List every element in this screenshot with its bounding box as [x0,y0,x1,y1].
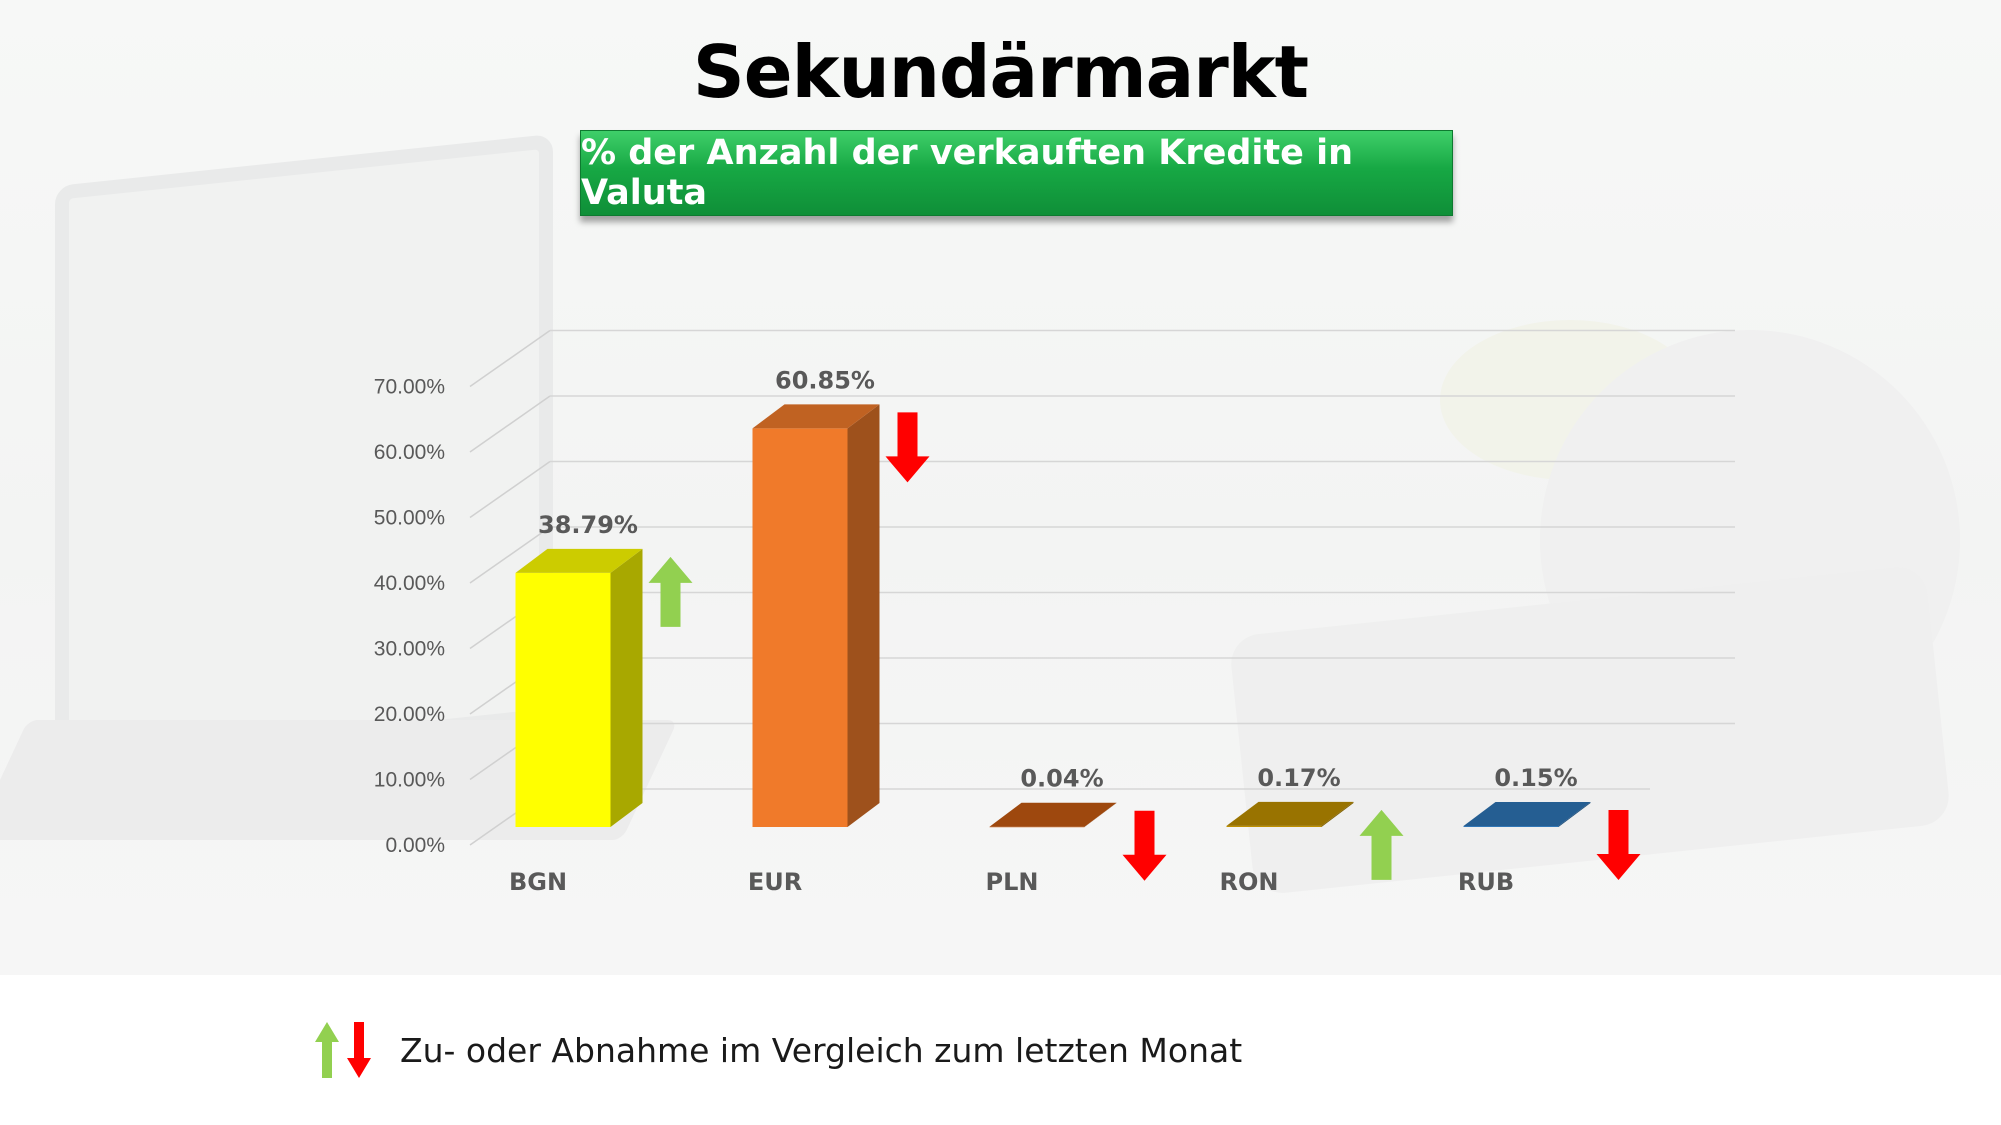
x-tick-label: PLN [986,868,1039,896]
y-tick-label: 20.00% [374,703,445,726]
bar-side [610,548,643,827]
data-label: 0.04% [1020,765,1103,793]
x-tick-label: EUR [748,868,802,896]
bar-side [1321,801,1354,827]
subtitle-banner: % der Anzahl der verkauften Kredite in V… [580,130,1453,216]
down-arrow-icon [885,412,930,483]
bar-top [752,404,880,429]
chart-bars: 38.79% 60.85% 0.04% 0.17% 0.15% [515,366,1641,881]
bar-chart: 0.00% 10.00% 20.00% 30.00% 40.00% 50.00% 60.00… [374,329,1735,896]
legend-text: Zu- oder Abnahme im Vergleich zum letzte… [400,1030,1243,1070]
y-tick-label: 40.00% [374,572,445,595]
bar-top [1463,802,1591,827]
x-axis-categories: BGN EUR PLN RON RUB [509,868,1514,896]
bar [989,826,1085,828]
data-label: 60.85% [775,366,875,394]
data-label: 0.17% [1257,764,1340,792]
y-tick-label: 0.00% [385,834,445,857]
bar [1226,825,1322,827]
bar [752,428,848,827]
y-axis-ticks: 0.00% 10.00% 20.00% 30.00% 40.00% 50.00% 60.00… [374,376,445,858]
y-tick-label: 10.00% [374,769,445,792]
grid-diagonal [469,329,551,388]
down-arrow-icon [347,1022,371,1078]
y-tick-label: 30.00% [374,638,445,661]
data-label: 38.79% [538,511,638,539]
page-title: Sekundärmarkt [692,30,1309,114]
down-arrow-icon [1122,810,1167,881]
bar [515,572,611,827]
subtitle-text: % der Anzahl der verkauften Kredite in V… [581,133,1353,213]
bar-side [1084,802,1117,827]
legend: Zu- oder Abnahme im Vergleich zum letzte… [310,1020,1242,1080]
bar-side [1558,802,1591,827]
x-tick-label: BGN [509,868,567,896]
grid-diagonal [469,395,551,453]
bar-top [515,548,643,573]
grid-diagonal [469,526,551,584]
trend-arrows-icon [315,1022,371,1078]
bar-top [1226,801,1354,826]
data-label: 0.15% [1494,764,1577,792]
up-arrow-icon [648,556,693,627]
chart-grid [469,329,1735,846]
down-arrow-icon [1596,810,1641,881]
bar [1463,826,1559,827]
x-tick-label: RON [1220,868,1279,896]
up-arrow-icon [315,1022,339,1078]
x-tick-label: RUB [1458,868,1514,896]
bar-side [847,404,880,827]
y-tick-label: 60.00% [374,441,445,464]
y-tick-label: 70.00% [374,376,445,399]
up-arrow-icon [1359,809,1404,880]
y-tick-label: 50.00% [374,507,445,530]
bar-top [989,802,1117,827]
grid-diagonal [469,460,551,519]
